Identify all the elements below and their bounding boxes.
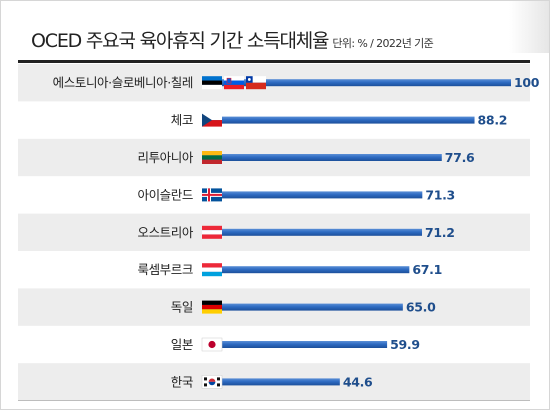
chart-header: OCED 주요국 육아휴직 기간 소득대체율 단위: % / 2022년 기준 [31, 26, 434, 53]
category-label: 체코 [171, 113, 193, 128]
bottom-rule [18, 400, 530, 401]
slovenia-flag-icon [224, 76, 244, 90]
category-label: 오스트리아 [137, 225, 193, 240]
bar [202, 266, 410, 274]
corner-shade [509, 1, 549, 53]
value-label: 44.6 [343, 374, 373, 389]
unit-note: 단위: % / 2022년 기준 [332, 37, 434, 50]
czech-flag-icon [202, 113, 222, 127]
chart-row: 오스트리아 71.2 [18, 213, 530, 251]
iceland-flag-icon [202, 188, 222, 202]
germany-flag-icon [202, 300, 222, 314]
value-label: 88.2 [478, 113, 508, 128]
category-label: 한국 [171, 374, 193, 389]
bar [202, 116, 475, 124]
category-label: 에스토니아·슬로베니아·칠레 [53, 75, 193, 90]
category-label: 룩셈부르크 [137, 262, 193, 277]
chart-row: 리투아니아 77.6 [18, 138, 530, 177]
luxembourg-flag-icon [202, 263, 222, 277]
bar [202, 154, 442, 161]
chart-row: 에스토니아·슬로베니아·칠레 100 [18, 64, 540, 102]
chart-row: 아이슬란드 71.3 [137, 187, 455, 202]
bar [202, 378, 340, 386]
category-label: 일본 [171, 337, 193, 352]
value-label: 67.1 [412, 262, 442, 277]
value-label: 71.3 [425, 187, 455, 202]
bar [202, 79, 511, 87]
bar [202, 303, 403, 311]
category-label: 리투아니아 [137, 150, 193, 165]
value-label: 77.6 [445, 150, 475, 165]
category-label: 독일 [171, 300, 193, 315]
chart-title: OCED 주요국 육아휴직 기간 소득대체율 [31, 30, 330, 52]
value-label: 59.9 [390, 337, 420, 352]
lithuania-flag-icon [202, 151, 222, 164]
category-label: 아이슬란드 [137, 187, 193, 202]
japan-flag-icon [201, 337, 223, 352]
title-rule [18, 60, 530, 63]
bar [202, 228, 423, 236]
chart-row: 체코 88.2 [171, 113, 508, 128]
bar [202, 341, 388, 348]
chart-row: 룩셈부르크 67.1 [137, 262, 442, 277]
value-label: 100 [514, 75, 540, 90]
value-label: 71.2 [425, 225, 455, 240]
austria-flag-icon [202, 225, 222, 239]
chart-row: 일본 59.9 [171, 337, 420, 352]
value-label: 65.0 [406, 300, 436, 315]
chart-row: 한국 44.6 [18, 363, 530, 401]
estonia-flag-icon [202, 76, 222, 90]
chile-flag-icon [246, 76, 266, 90]
chart-row: 독일 65.0 [18, 288, 530, 326]
bar [202, 191, 423, 199]
korea-flag-icon [201, 375, 223, 389]
